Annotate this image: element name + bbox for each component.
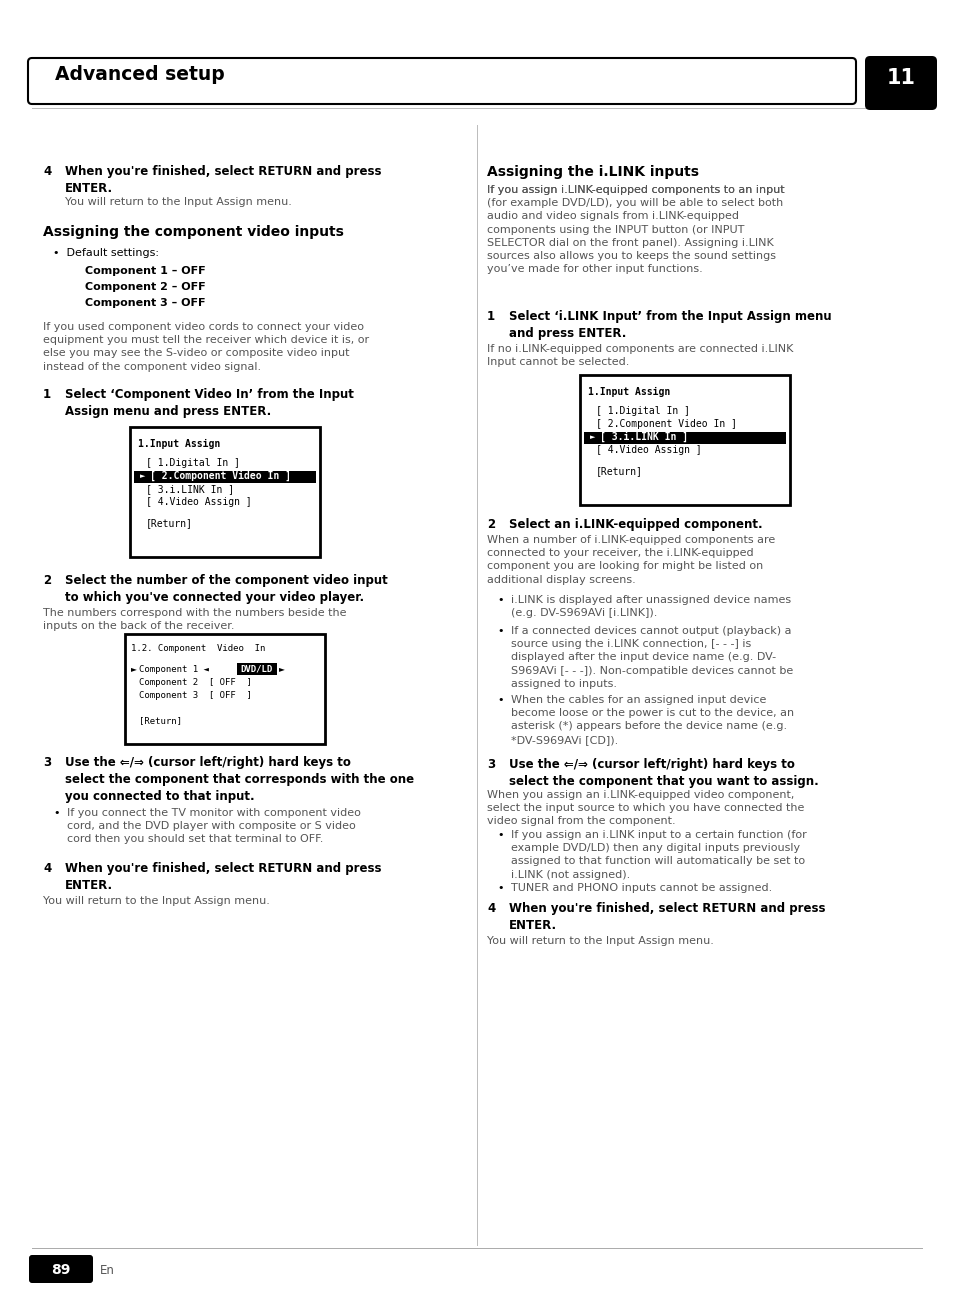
Text: 1.Input Assign: 1.Input Assign: [138, 439, 220, 449]
Text: 1: 1: [486, 310, 495, 324]
Text: TUNER and PHONO inputs cannot be assigned.: TUNER and PHONO inputs cannot be assigne…: [511, 883, 771, 893]
FancyBboxPatch shape: [29, 1255, 92, 1282]
Text: 4: 4: [486, 903, 495, 914]
Text: If you connect the TV monitor with component video
cord, and the DVD player with: If you connect the TV monitor with compo…: [67, 808, 360, 845]
Text: Component 2  [ OFF  ]: Component 2 [ OFF ]: [139, 679, 252, 686]
Text: [ 3.i.LINK In ]: [ 3.i.LINK In ]: [599, 432, 687, 443]
Text: Assigning the i.LINK inputs: Assigning the i.LINK inputs: [486, 165, 699, 179]
Text: ►: ►: [589, 434, 595, 440]
Text: 4: 4: [43, 862, 51, 875]
Bar: [579, 375, 789, 504]
Text: Component 2 – OFF: Component 2 – OFF: [85, 282, 206, 292]
Text: 1: 1: [43, 388, 51, 401]
Text: 1.2. Component  Video  In: 1.2. Component Video In: [131, 645, 265, 652]
Text: [Return]: [Return]: [596, 466, 642, 476]
Text: Component 3  [ OFF  ]: Component 3 [ OFF ]: [139, 690, 252, 700]
Text: Component 3 – OFF: Component 3 – OFF: [85, 297, 205, 308]
Text: If a connected devices cannot output (playback) a
source using the i.LINK connec: If a connected devices cannot output (pl…: [511, 626, 792, 689]
Text: When you're finished, select RETURN and press
ENTER.: When you're finished, select RETURN and …: [509, 903, 824, 931]
Bar: [130, 427, 319, 557]
Text: Assigning the component video inputs: Assigning the component video inputs: [43, 225, 343, 238]
Text: 2: 2: [43, 574, 51, 587]
Text: Select ‘i.LINK Input’ from the Input Assign menu
and press ENTER.: Select ‘i.LINK Input’ from the Input Ass…: [509, 310, 831, 341]
Text: If you assign an i.LINK input to a certain function (for
example DVD/LD) then an: If you assign an i.LINK input to a certa…: [511, 831, 806, 879]
Text: The numbers correspond with the numbers beside the
inputs on the back of the rec: The numbers correspond with the numbers …: [43, 608, 346, 631]
Text: If you assign i.LINK-equipped components to an input
(for example DVD/LD), you w: If you assign i.LINK-equipped components…: [486, 185, 783, 274]
Text: [ 4.Video Assign ]: [ 4.Video Assign ]: [146, 496, 252, 507]
Text: You will return to the Input Assign menu.: You will return to the Input Assign menu…: [65, 196, 292, 207]
Text: ►: ►: [131, 664, 136, 673]
Bar: [125, 634, 325, 744]
Text: ►: ►: [278, 664, 285, 673]
Text: Use the ⇐/⇒ (cursor left/right) hard keys to
select the component that correspon: Use the ⇐/⇒ (cursor left/right) hard key…: [65, 756, 414, 803]
Text: [ 2.Component Video In ]: [ 2.Component Video In ]: [150, 470, 291, 481]
Text: If you assign i.LINK-equipped components to an input: If you assign i.LINK-equipped components…: [486, 185, 783, 195]
Text: •: •: [53, 808, 59, 817]
Text: 4: 4: [43, 165, 51, 178]
Text: When a number of i.LINK-equipped components are
connected to your receiver, the : When a number of i.LINK-equipped compone…: [486, 534, 775, 584]
Text: When the cables for an assigned input device
become loose or the power is cut to: When the cables for an assigned input de…: [511, 696, 793, 744]
Text: 3: 3: [486, 758, 495, 772]
Text: •: •: [497, 626, 503, 635]
Text: 2: 2: [486, 517, 495, 531]
Text: [ 4.Video Assign ]: [ 4.Video Assign ]: [596, 445, 701, 455]
Text: Select an i.LINK-equipped component.: Select an i.LINK-equipped component.: [509, 517, 761, 531]
Text: 11: 11: [885, 68, 915, 88]
Text: You will return to the Input Assign menu.: You will return to the Input Assign menu…: [486, 937, 713, 946]
Text: [Return]: [Return]: [146, 517, 193, 528]
Text: •: •: [497, 696, 503, 705]
Text: •: •: [497, 595, 503, 605]
FancyBboxPatch shape: [864, 56, 936, 110]
Text: Use the ⇐/⇒ (cursor left/right) hard keys to
select the component that you want : Use the ⇐/⇒ (cursor left/right) hard key…: [509, 758, 818, 789]
Bar: [133, 472, 315, 483]
Text: •: •: [497, 831, 503, 840]
Text: [ 1.Digital In ]: [ 1.Digital In ]: [146, 458, 240, 468]
Text: If you used component video cords to connect your video
equipment you must tell : If you used component video cords to con…: [43, 322, 369, 372]
Text: Component 1 ◄: Component 1 ◄: [139, 664, 209, 673]
Text: •: •: [497, 883, 503, 893]
Text: [ 2.Component Video In ]: [ 2.Component Video In ]: [596, 419, 737, 428]
Text: En: En: [100, 1264, 114, 1276]
Text: i.LINK is displayed after unassigned device names
(e.g. DV-S969AVi [i.LINK]).: i.LINK is displayed after unassigned dev…: [511, 595, 790, 618]
Text: •  Default settings:: • Default settings:: [53, 248, 159, 258]
Text: 89: 89: [51, 1263, 71, 1277]
Text: [ 1.Digital In ]: [ 1.Digital In ]: [596, 406, 689, 417]
Text: DVD/LD: DVD/LD: [240, 664, 273, 673]
Text: When you're finished, select RETURN and press
ENTER.: When you're finished, select RETURN and …: [65, 165, 381, 195]
Text: 3: 3: [43, 756, 51, 769]
Text: Component 1 – OFF: Component 1 – OFF: [85, 266, 206, 276]
Text: Select the number of the component video input
to which you've connected your vi: Select the number of the component video…: [65, 574, 387, 604]
Text: ►: ►: [140, 473, 145, 479]
Bar: [236, 663, 276, 675]
Bar: [583, 432, 785, 444]
Text: [ 3.i.LINK In ]: [ 3.i.LINK In ]: [146, 483, 233, 494]
Text: Advanced setup: Advanced setup: [55, 66, 225, 85]
Text: You will return to the Input Assign menu.: You will return to the Input Assign menu…: [43, 896, 270, 907]
Text: Select ‘Component Video In’ from the Input
Assign menu and press ENTER.: Select ‘Component Video In’ from the Inp…: [65, 388, 354, 418]
FancyBboxPatch shape: [28, 58, 855, 103]
Text: When you assign an i.LINK-equipped video component,
select the input source to w: When you assign an i.LINK-equipped video…: [486, 790, 803, 827]
Text: [Return]: [Return]: [139, 717, 182, 724]
Text: When you're finished, select RETURN and press
ENTER.: When you're finished, select RETURN and …: [65, 862, 381, 892]
Text: If no i.LINK-equipped components are connected i.LINK
Input cannot be selected.: If no i.LINK-equipped components are con…: [486, 345, 793, 367]
Text: 1.Input Assign: 1.Input Assign: [587, 386, 670, 397]
